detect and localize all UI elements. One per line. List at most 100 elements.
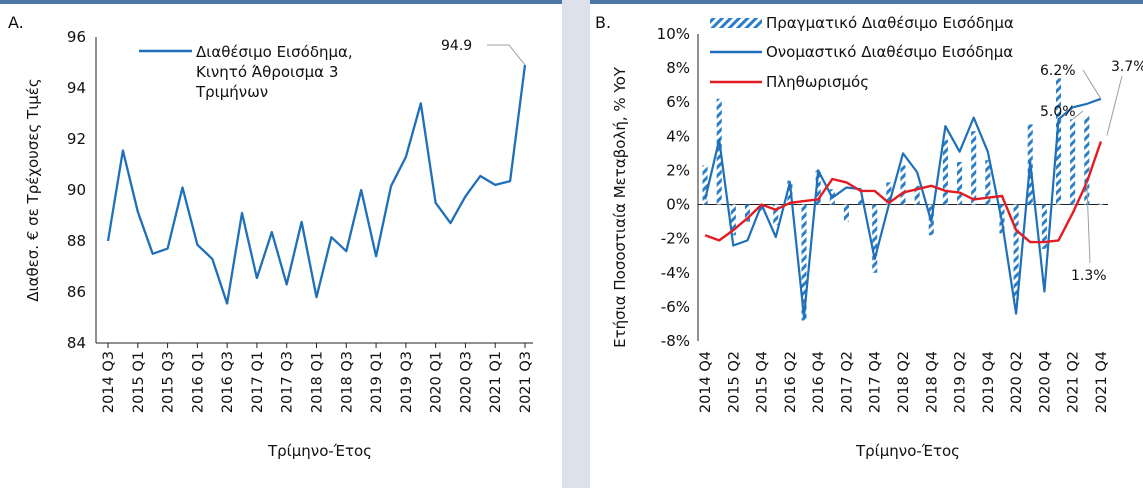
y-tick-label: -2% xyxy=(661,230,690,248)
real-income-bar xyxy=(957,161,963,205)
income-line xyxy=(106,64,527,305)
legend-line-3: Τριμήνων xyxy=(195,83,268,101)
inflation-line xyxy=(704,141,1103,244)
chart-panel-a: A. 84 86 88 90 92 94 96 2014 Q3 2015 Q1 2015 Q3 2… xyxy=(0,4,562,488)
leader-6-2 xyxy=(1082,69,1102,100)
x-tick-label: 2017 Q2 xyxy=(839,351,855,413)
real-income-bar xyxy=(773,204,779,226)
annotation-6-2: 6.2% xyxy=(1040,63,1076,79)
x-tick-label: 2020 Q3 xyxy=(458,351,474,413)
real-income-bar xyxy=(730,204,736,236)
x-tick-label: 2014 Q3 xyxy=(101,351,117,413)
x-tick-label: 2018 Q2 xyxy=(896,351,912,413)
x-ticks: 2014 Q3 2015 Q1 2015 Q3 2016 Q1 2016 Q3 2017 … xyxy=(101,343,534,413)
x-tick-label: 2016 Q1 xyxy=(190,351,206,413)
y-axis-title: Ετήσια Ποσοστιαία Μεταβολή, % YoY xyxy=(611,66,629,348)
real-income-bar xyxy=(1084,115,1090,205)
x-axis-title: Τρίμηνο-Έτος xyxy=(267,442,372,460)
nominal-income-line xyxy=(704,97,1102,319)
annotation-leaders xyxy=(1072,69,1123,264)
annotation-5-0: 5.0% xyxy=(1040,104,1076,120)
legend-line-1: Διαθέσιμο Εισόδημα, xyxy=(196,43,353,61)
real-income-bar xyxy=(971,131,977,205)
chart-b-svg: B. -8% -6% -4% -2% 0% 2% 4% 6% 8% 10% 2014 Q4 2015… xyxy=(595,13,1143,460)
x-tick-label: 2016 Q4 xyxy=(811,351,827,413)
y-ticks: 84 86 88 90 92 94 96 xyxy=(67,28,86,352)
x-tick-label: 2020 Q4 xyxy=(1037,351,1053,413)
y-tick-label: -4% xyxy=(661,264,690,282)
x-tick-label: 2018 Q3 xyxy=(339,351,355,413)
x-tick-label: 2014 Q4 xyxy=(698,351,714,413)
x-tick-label: 2018 Q4 xyxy=(924,351,940,413)
y-tick-label: 86 xyxy=(67,283,86,301)
legend-line-2: Κινητό Άθροισμα 3 xyxy=(196,63,338,81)
x-tick-label: 2015 Q3 xyxy=(161,351,177,413)
real-income-bar xyxy=(744,204,751,222)
series-group xyxy=(106,64,527,305)
y-tick-label: 90 xyxy=(67,181,86,199)
real-income-bar xyxy=(900,165,906,205)
panel-divider xyxy=(562,0,590,488)
panel-a-label: A. xyxy=(8,13,24,32)
leader-5-0 xyxy=(1072,110,1084,120)
real-income-bar xyxy=(843,204,849,222)
y-tick-label: 6% xyxy=(666,93,690,111)
x-tick-label: 2021 Q2 xyxy=(1066,351,1082,413)
x-tick-label: 2019 Q4 xyxy=(981,351,997,413)
real-income-bar xyxy=(1013,204,1019,301)
real-income-bar xyxy=(872,204,878,273)
leader-1-3 xyxy=(1086,182,1091,264)
y-tick-label: 2% xyxy=(666,161,690,179)
x-tick-label: 2019 Q3 xyxy=(399,351,415,413)
panel-b-label: B. xyxy=(595,13,611,32)
y-tick-label: 0% xyxy=(666,196,690,214)
real-income-bar xyxy=(1098,202,1104,205)
x-tick-label: 2019 Q2 xyxy=(953,351,969,413)
real-income-bar xyxy=(702,165,708,205)
x-tick-label: 2017 Q4 xyxy=(868,351,884,413)
y-tick-label: 88 xyxy=(67,232,86,250)
y-axis-title: Διαθεσ. € σε Τρέχουσες Τιμές xyxy=(24,78,42,301)
x-tick-label: 2020 Q2 xyxy=(1009,351,1025,413)
x-tick-label: 2021 Q4 xyxy=(1094,351,1110,413)
annotation-94-9: 94.9 xyxy=(441,38,472,54)
x-tick-label: 2015 Q4 xyxy=(755,351,771,413)
y-tick-label: 84 xyxy=(67,334,86,352)
y-tick-label: 92 xyxy=(67,130,86,148)
real-income-bar xyxy=(1041,204,1047,249)
x-tick-label: 2016 Q3 xyxy=(220,351,236,413)
leader-3-7 xyxy=(1106,75,1123,136)
x-ticks: 2014 Q4 2015 Q2 2015 Q4 2016 Q2 2016 Q4 2017 … xyxy=(698,351,1110,413)
y-tick-label: 96 xyxy=(67,28,86,46)
real-income-bar xyxy=(914,185,920,205)
y-tick-label: 94 xyxy=(67,79,86,97)
x-tick-label: 2018 Q1 xyxy=(310,351,326,413)
real-income-bar xyxy=(759,204,765,212)
bar-series xyxy=(702,78,1104,321)
real-income-bar xyxy=(858,199,864,205)
x-tick-label: 2017 Q3 xyxy=(280,351,296,413)
x-tick-label: 2021 Q1 xyxy=(488,351,504,413)
real-income-bar xyxy=(815,170,821,205)
chart-panel-b: B. -8% -6% -4% -2% 0% 2% 4% 6% 8% 10% 2014 Q4 2015… xyxy=(590,4,1143,488)
x-tick-label: 2015 Q1 xyxy=(131,351,147,413)
real-income-bar xyxy=(801,204,807,321)
y-tick-label: 4% xyxy=(666,127,690,145)
real-income-bar xyxy=(716,98,722,205)
legend-swatch-real-income xyxy=(710,18,762,28)
y-tick-label: 10% xyxy=(657,25,690,43)
y-tick-label: -8% xyxy=(661,332,690,350)
real-income-bar xyxy=(942,139,948,205)
real-income-bar xyxy=(886,182,892,205)
x-axis-title: Τρίμηνο-Έτος xyxy=(855,442,960,460)
x-tick-label: 2019 Q1 xyxy=(369,351,385,413)
line-series xyxy=(704,97,1103,319)
annotation-3-7: 3.7% xyxy=(1111,59,1143,75)
y-ticks: -8% -6% -4% -2% 0% 2% 4% 6% 8% 10% xyxy=(657,25,690,350)
legend-inflation: Πληθωρισμός xyxy=(766,73,869,91)
x-tick-label: 2017 Q1 xyxy=(250,351,266,413)
x-tick-label: 2015 Q2 xyxy=(726,351,742,413)
annotation-1-3: 1.3% xyxy=(1071,268,1107,284)
y-tick-label: -6% xyxy=(661,298,690,316)
